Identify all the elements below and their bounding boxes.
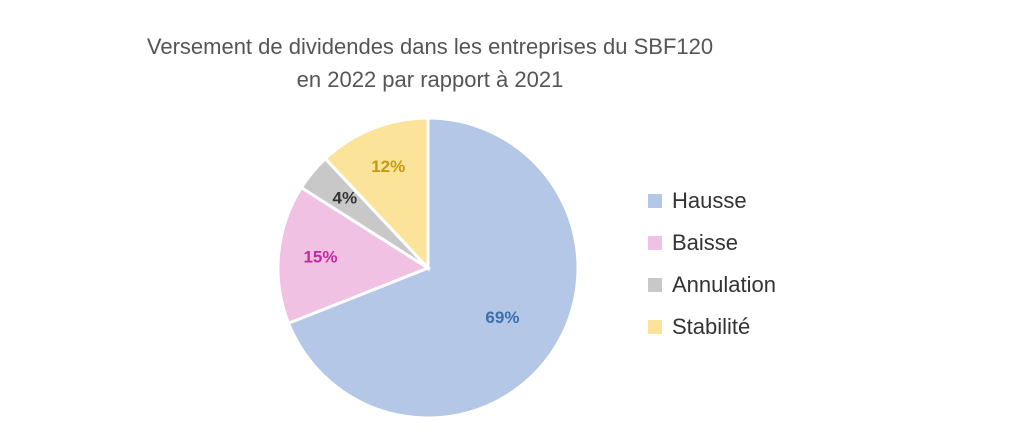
legend-item: Baisse — [648, 222, 776, 264]
pie-slice-labels: 69% 15% 4% 12% — [303, 157, 519, 327]
pie-slice-label: 69% — [485, 308, 519, 327]
chart-legend: Hausse Baisse Annulation Stabilité — [648, 180, 776, 348]
legend-swatch — [648, 278, 662, 292]
pie-slices — [276, 116, 580, 420]
chart-title-line-1: Versement de dividendes dans les entrepr… — [146, 34, 714, 59]
pie-slice-stabilite — [323, 116, 430, 272]
legend-label: Annulation — [672, 272, 776, 297]
pie-slice-label: 12% — [371, 157, 405, 176]
legend-swatch — [648, 320, 662, 334]
legend-label: Stabilité — [672, 314, 751, 339]
chart-title-line-2: en 2022 par rapport à 2021 — [296, 67, 564, 92]
legend-label: Hausse — [672, 188, 747, 213]
pie-slice-label: 15% — [303, 247, 337, 266]
pie-slice-hausse — [286, 116, 580, 420]
pie-slice-baisse — [276, 185, 432, 326]
legend-item: Annulation — [648, 264, 776, 306]
legend-item: Stabilité — [648, 306, 776, 348]
pie-slice-label: 4% — [332, 189, 357, 208]
legend-label: Baisse — [672, 230, 739, 255]
legend-item: Hausse — [648, 180, 776, 222]
legend-swatch — [648, 194, 662, 208]
chart-title: Versement de dividendes dans les entrepr… — [120, 30, 740, 96]
legend-swatch — [648, 236, 662, 250]
